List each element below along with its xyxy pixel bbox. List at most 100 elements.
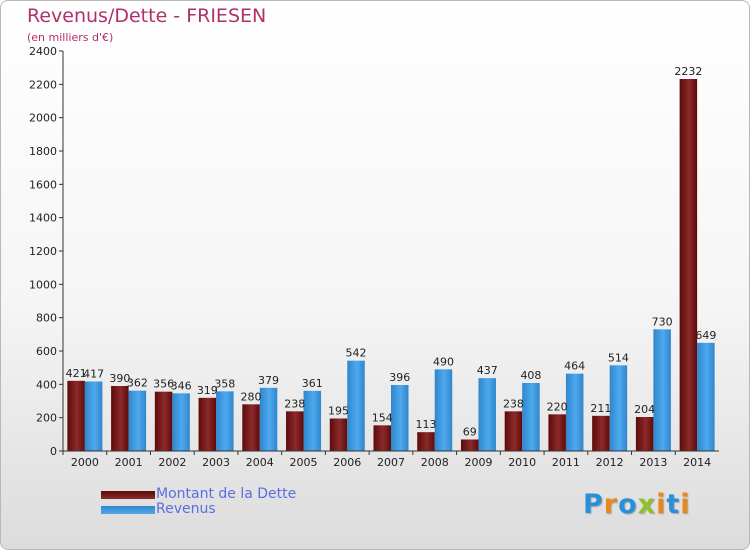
- data-label-debt: 211: [590, 402, 611, 415]
- bar-debt: [417, 432, 435, 451]
- data-label-revenue: 408: [520, 369, 541, 382]
- bar-debt: [242, 404, 260, 451]
- data-label-revenue: 464: [564, 360, 585, 373]
- y-axis: 0 200 400 600 800 1000 1200 1400 1600 1800 2000 220…: [29, 45, 64, 458]
- bar-revenue: [216, 391, 234, 451]
- bar-revenue: [84, 381, 103, 451]
- data-label-debt: 204: [634, 403, 655, 416]
- y-tick-label: 1600: [29, 178, 57, 191]
- bar-revenue: [303, 390, 322, 451]
- y-tick-label: 200: [36, 412, 57, 425]
- data-label-revenue: 358: [214, 377, 235, 390]
- x-tick-label: 2011: [552, 456, 580, 469]
- data-label-revenue: 346: [171, 379, 192, 392]
- data-label-revenue: 417: [83, 368, 104, 381]
- y-tick-label: 1800: [29, 145, 57, 158]
- bar-revenue: [609, 365, 628, 451]
- x-tick-label: 2000: [71, 456, 99, 469]
- chart-title: Revenus/Dette - FRIESEN: [27, 5, 267, 27]
- data-label-revenue: 437: [477, 364, 498, 377]
- logo-letter: i: [680, 489, 691, 520]
- data-label-debt: 238: [284, 397, 305, 410]
- data-label-revenue: 362: [127, 377, 148, 390]
- x-tick-label: 2002: [158, 456, 186, 469]
- x-tick-label: 2012: [596, 456, 624, 469]
- bar-revenue: [522, 383, 540, 451]
- bar-debt: [154, 391, 173, 451]
- data-label-revenue: 490: [433, 355, 454, 368]
- bar-revenue: [259, 387, 278, 451]
- bar-debt: [679, 79, 698, 451]
- data-label-revenue: 730: [652, 315, 673, 328]
- bar-debt: [286, 411, 304, 451]
- bar-revenue: [434, 369, 453, 451]
- data-label-debt: 69: [463, 426, 477, 439]
- chart-subtitle: (en milliers d'€): [27, 31, 114, 44]
- data-label-debt: 195: [328, 405, 349, 418]
- y-tick-label: 600: [36, 345, 57, 358]
- x-tick-label: 2014: [683, 456, 711, 469]
- bar-debt: [504, 411, 523, 451]
- logo-letter: P: [583, 489, 604, 520]
- bar-debt: [111, 386, 129, 451]
- x-tick-label: 2006: [333, 456, 361, 469]
- data-label-debt: 319: [197, 384, 218, 397]
- x-tick-label: 2010: [508, 456, 536, 469]
- bar-revenue: [653, 329, 671, 451]
- x-tick-label: 2009: [464, 456, 492, 469]
- data-label-revenue: 396: [389, 371, 410, 384]
- bar-debt: [592, 415, 610, 451]
- data-label-debt: 356: [153, 378, 174, 391]
- proxiti-logo: Proxiti: [583, 489, 691, 520]
- x-tick-label: 2007: [377, 456, 405, 469]
- legend-swatch-debt: [101, 491, 155, 499]
- x-tick-label: 2004: [246, 456, 274, 469]
- legend-label-debt: Montant de la Dette: [156, 486, 297, 502]
- y-tick-label: 2400: [29, 45, 57, 58]
- x-tick-label: 2008: [421, 456, 449, 469]
- data-label-debt: 154: [372, 411, 393, 424]
- data-label-debt: 220: [547, 400, 568, 413]
- y-tick-label: 1200: [29, 245, 57, 258]
- data-label-debt: 421: [66, 367, 87, 380]
- y-tick-label: 0: [50, 445, 57, 458]
- x-axis: 2000 2001 2002 2003 2004 2005 2006 2007 2008 2009…: [62, 450, 719, 469]
- bar-debt: [198, 397, 217, 451]
- x-tick-label: 2001: [115, 456, 143, 469]
- y-tick-label: 2000: [29, 112, 57, 125]
- data-label-debt: 390: [109, 372, 130, 385]
- bar-debt: [67, 380, 85, 451]
- x-tick-label: 2003: [202, 456, 230, 469]
- legend-label-revenue: Revenus: [156, 501, 216, 517]
- bar-debt: [548, 414, 566, 451]
- bar-revenue: [172, 393, 190, 451]
- data-label-revenue: 649: [695, 329, 716, 342]
- logo-letter: x: [637, 489, 657, 520]
- logo-letter: r: [603, 489, 619, 520]
- data-label-revenue: 542: [346, 347, 367, 360]
- bar-revenue: [347, 360, 365, 451]
- y-tick-label: 800: [36, 312, 57, 325]
- data-label-debt: 2232: [674, 65, 702, 78]
- x-tick-label: 2005: [290, 456, 318, 469]
- y-tick-label: 1000: [29, 278, 57, 291]
- data-label-debt: 238: [503, 397, 524, 410]
- data-label-revenue: 514: [608, 351, 629, 364]
- data-label-debt: 113: [415, 418, 436, 431]
- bar-revenue: [565, 373, 584, 451]
- data-label-debt: 280: [241, 390, 262, 403]
- data-label-revenue: 379: [258, 374, 279, 387]
- bar-revenue: [478, 378, 496, 451]
- logo-letter: t: [666, 489, 681, 520]
- legend-swatch-revenue: [101, 506, 155, 514]
- data-label-revenue: 361: [302, 377, 323, 390]
- y-tick-label: 1400: [29, 212, 57, 225]
- bar-debt: [635, 417, 654, 451]
- logo-letter: o: [618, 489, 638, 520]
- y-tick-label: 2200: [29, 78, 57, 91]
- logo-letter: i: [656, 489, 667, 520]
- bar-debt: [460, 439, 479, 451]
